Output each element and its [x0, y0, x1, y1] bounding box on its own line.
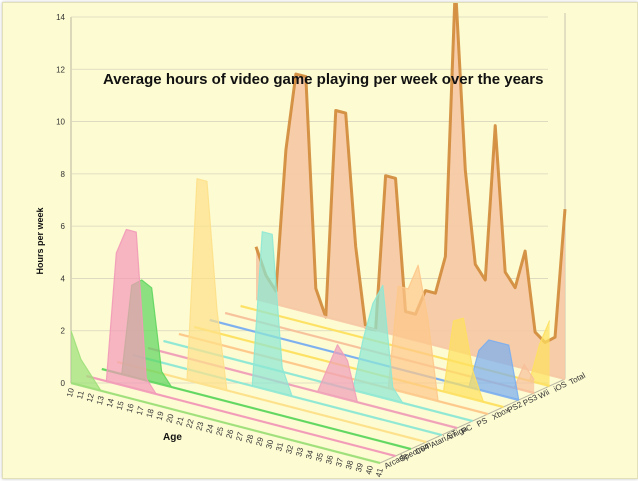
x-tick-label: 34: [304, 449, 315, 460]
x-tick-label: 20: [165, 412, 176, 423]
depth-tick-label: iOS: [552, 380, 568, 394]
x-tick-label: 22: [185, 418, 196, 429]
x-tick-label: 27: [234, 431, 245, 442]
x-tick-label: 19: [155, 410, 166, 421]
y-tick-label: 10: [56, 118, 65, 127]
x-tick-label: 33: [294, 446, 305, 457]
x-axis-ticks: 10 11121314151617181920212223242526272829…: [65, 387, 385, 478]
y-tick-label: 2: [61, 327, 66, 336]
x-tick-label: 24: [204, 423, 215, 434]
x-tick-label: 38: [344, 459, 355, 470]
series-floor: [116, 360, 427, 444]
series-arcade: [70, 330, 381, 465]
x-tick-label: 40: [364, 464, 375, 475]
x-tick-label: 14: [105, 397, 116, 408]
y-tick-label: 14: [56, 13, 65, 22]
series-area: [256, 3, 565, 379]
x-tick-label: 36: [324, 454, 335, 465]
series-atari-st: [116, 178, 427, 444]
series-floor: [132, 353, 442, 437]
y-tick-label: 12: [56, 65, 65, 74]
x-tick-label: 21: [175, 415, 186, 426]
x-tick-label: 35: [314, 451, 325, 462]
x-tick-label: 26: [224, 428, 235, 439]
series-spectrum: [86, 228, 396, 458]
x-tick-label: 28: [244, 433, 255, 444]
x-tick-label: 18: [145, 407, 156, 418]
x-tick-label: 17: [135, 405, 146, 416]
x-tick-label: 10: [65, 387, 76, 398]
x-tick-label: 39: [354, 462, 365, 473]
x-tick-label: 23: [195, 420, 206, 431]
depth-tick-label: Total: [568, 371, 587, 387]
y-tick-label: 4: [61, 274, 66, 283]
x-tick-label: 25: [214, 425, 225, 436]
y-axis-label: Hours per week: [35, 206, 45, 274]
y-tick-label: 6: [61, 222, 66, 231]
series-area: [178, 265, 488, 414]
series-floor: [86, 374, 396, 458]
x-tick-label: 29: [254, 436, 265, 447]
x-tick-label: 16: [125, 402, 136, 413]
series-layer: [70, 3, 567, 465]
x-tick-label: 13: [95, 394, 106, 405]
x-tick-label: 37: [334, 456, 345, 467]
x-tick-label: 11: [75, 389, 86, 400]
series-area: [117, 178, 427, 442]
x-tick-label: 15: [115, 400, 126, 411]
x-tick-label: 30: [264, 438, 275, 449]
series-floor: [101, 367, 412, 451]
depth-tick-label: PS: [475, 416, 489, 429]
series-floor: [70, 381, 381, 465]
y-tick-label: 0: [61, 379, 66, 388]
x-tick-label: 12: [85, 392, 96, 403]
y-tick-label: 8: [61, 170, 66, 179]
x-tick-label: 32: [284, 443, 295, 454]
depth-tick-label: Wii: [537, 388, 551, 401]
x-axis-label: Age: [163, 432, 182, 443]
x-tick-label: 41: [374, 467, 385, 478]
x-tick-label: 31: [274, 441, 285, 452]
series-amiga: [132, 231, 442, 437]
